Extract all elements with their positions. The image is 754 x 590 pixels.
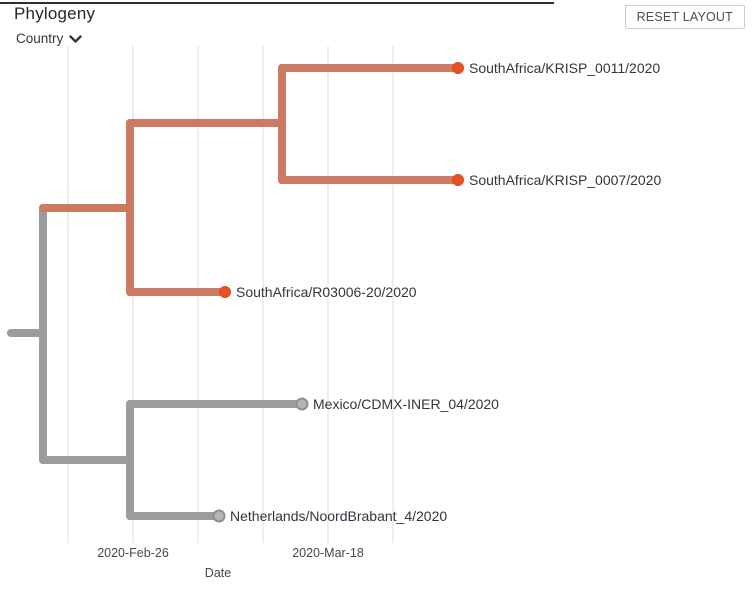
- color-by-label: Country: [16, 31, 64, 46]
- axis-tick-label: 2020-Feb-26: [97, 546, 169, 560]
- tip-label: Mexico/CDMX-INER_04/2020: [313, 396, 499, 412]
- page-title: Phylogeny: [14, 4, 96, 23]
- tip-node[interactable]: [212, 509, 226, 523]
- tip-node[interactable]: [452, 174, 464, 186]
- tip-node[interactable]: [295, 397, 309, 411]
- tip-label: SouthAfrica/KRISP_0011/2020: [469, 60, 660, 76]
- tip-label: SouthAfrica/R03006-20/2020: [236, 284, 417, 300]
- tip-node[interactable]: [219, 286, 231, 298]
- axis-tick-label: 2020-Mar-18: [292, 546, 364, 560]
- panel-top-border: [0, 2, 554, 4]
- tip-label: Netherlands/NoordBrabant_4/2020: [230, 508, 447, 524]
- reset-layout-button[interactable]: RESET LAYOUT: [624, 5, 745, 29]
- chevron-down-icon: [69, 33, 82, 44]
- axis-title: Date: [205, 566, 231, 580]
- color-by-dropdown[interactable]: Country: [16, 31, 82, 46]
- tip-node[interactable]: [452, 62, 464, 74]
- tip-label: SouthAfrica/KRISP_0007/2020: [469, 172, 661, 188]
